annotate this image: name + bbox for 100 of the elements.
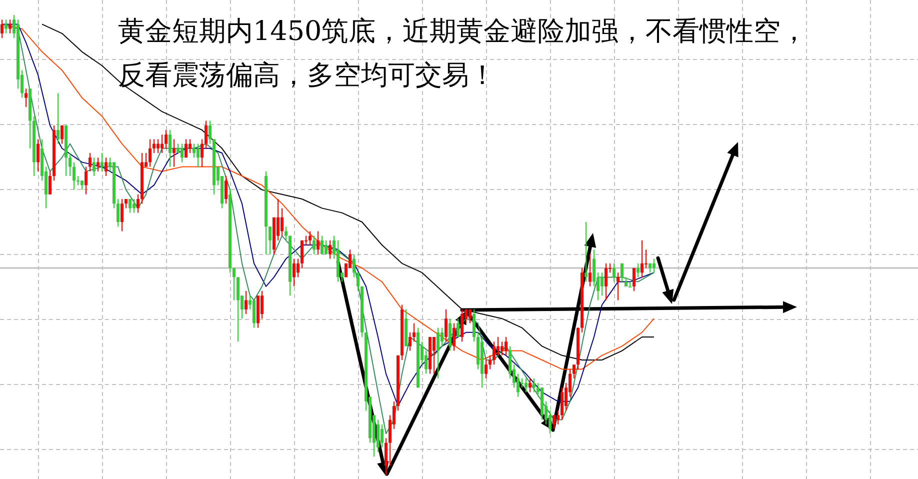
candlestick — [68, 152, 72, 176]
candlestick — [260, 290, 264, 320]
candlestick — [636, 262, 640, 278]
candlestick — [524, 378, 528, 393]
candlestick — [180, 143, 184, 163]
candlestick — [268, 226, 272, 255]
candlestick — [408, 332, 412, 352]
candlestick — [604, 262, 608, 301]
candlestick — [424, 350, 428, 374]
candlestick — [440, 327, 444, 347]
candlestick — [76, 176, 80, 186]
candlestick — [592, 249, 596, 287]
candlestick — [548, 410, 552, 434]
candlestick — [504, 336, 508, 356]
candlestick — [448, 318, 452, 352]
candlestick — [452, 322, 456, 352]
candlestick — [468, 308, 472, 324]
candlestick — [316, 230, 320, 255]
candlestick — [616, 272, 620, 301]
candlestick — [632, 268, 636, 292]
candlestick — [8, 19, 12, 34]
candlestick — [136, 194, 140, 214]
text: 黄金短期内1450筑底，近期黄金避险加强，不看惯性空，反看震荡偏高，多空均可交易！ — [118, 16, 808, 91]
candlestick — [528, 378, 532, 393]
candlestick — [556, 410, 560, 425]
candlestick — [380, 424, 384, 448]
candlestick — [72, 162, 76, 190]
candlestick — [204, 120, 208, 149]
candlestick — [188, 138, 192, 154]
candlestick — [496, 336, 500, 356]
candlestick — [244, 290, 248, 314]
candlestick — [500, 341, 504, 356]
candlestick — [384, 438, 388, 476]
candlestick — [116, 198, 120, 228]
candlestick — [48, 170, 52, 195]
candlestick — [432, 336, 436, 374]
candlestick — [104, 157, 108, 176]
candlestick — [588, 254, 592, 287]
candlestick — [600, 272, 604, 296]
candlestick — [252, 300, 256, 328]
candlestick — [184, 138, 188, 158]
candlestick — [484, 360, 488, 379]
candlestick — [620, 262, 624, 282]
candlestick — [436, 327, 440, 379]
candlestick — [80, 180, 84, 190]
candlestick — [92, 157, 96, 176]
candlestick — [492, 341, 496, 366]
candlestick — [152, 138, 156, 154]
candlestick — [236, 276, 240, 342]
candlestick — [652, 258, 656, 274]
candlestick — [560, 387, 564, 420]
candlestick — [300, 240, 304, 268]
candlestick — [472, 308, 476, 342]
candlestick — [488, 354, 492, 370]
candlestick — [312, 235, 316, 255]
candlestick — [376, 419, 380, 452]
candlestick — [84, 166, 88, 195]
candlestick — [444, 308, 448, 342]
candlestick — [164, 130, 168, 149]
candlestick — [328, 240, 332, 260]
candlestick — [292, 258, 296, 287]
candlestick — [624, 276, 628, 287]
candlestick — [280, 208, 284, 236]
candlestick — [160, 134, 164, 154]
candlestick — [172, 138, 176, 168]
candlestick — [456, 318, 460, 338]
candlestick — [552, 414, 556, 430]
candlestick — [192, 143, 196, 158]
candlestick — [324, 240, 328, 255]
candlestick — [128, 198, 132, 214]
candlestick — [284, 226, 288, 241]
candlestick — [60, 124, 64, 144]
candlestick — [100, 152, 104, 172]
candlestick — [628, 281, 632, 288]
candlestick — [508, 346, 512, 379]
candlestick — [132, 198, 136, 214]
candlestick — [356, 272, 360, 292]
candlestick — [352, 254, 356, 278]
candlestick — [584, 222, 588, 282]
candlestick — [88, 152, 92, 172]
candlestick — [412, 322, 416, 342]
candlestick — [0, 19, 4, 38]
candlestick — [4, 19, 8, 34]
candlestick — [640, 240, 644, 278]
candlestick — [168, 130, 172, 168]
candlestick — [196, 143, 200, 168]
candlestick — [296, 258, 300, 278]
candlestick — [572, 364, 576, 379]
candlestick — [516, 373, 520, 398]
candlestick — [120, 198, 124, 232]
candlestick — [224, 176, 228, 204]
candlestick — [124, 198, 128, 209]
candlestick — [96, 157, 100, 172]
candlestick — [200, 138, 204, 168]
candlestick — [156, 138, 160, 154]
candlestick — [532, 378, 536, 393]
candlestick — [56, 92, 60, 144]
candlestick — [644, 249, 648, 268]
candlestick — [208, 120, 212, 144]
candlestick — [612, 262, 616, 282]
